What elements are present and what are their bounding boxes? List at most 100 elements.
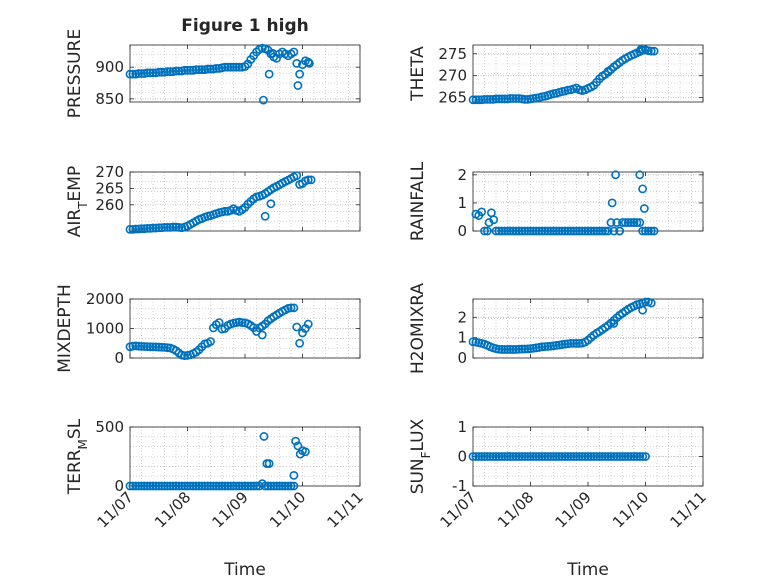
data-point — [609, 319, 619, 328]
y-axis-label: TERRMSL — [65, 418, 90, 495]
data-point — [551, 226, 561, 236]
data-point — [145, 68, 155, 78]
data-point — [183, 481, 192, 491]
data-point — [505, 94, 515, 103]
data-point — [258, 95, 268, 105]
data-point — [597, 226, 607, 236]
data-point — [580, 452, 590, 461]
data-point — [540, 342, 550, 352]
data-point — [528, 226, 538, 236]
data-point — [543, 342, 553, 351]
data-point — [165, 67, 175, 76]
data-point — [303, 175, 313, 185]
data-point — [137, 341, 146, 351]
data-point — [526, 226, 535, 236]
data-point — [191, 481, 201, 491]
data-point — [234, 481, 244, 491]
data-point — [606, 452, 616, 461]
data-point — [295, 338, 305, 348]
data-point — [494, 452, 504, 461]
data-point — [517, 344, 527, 354]
y-axis-label: AIRTEMP — [65, 166, 90, 237]
data-point — [183, 65, 192, 75]
data-point — [480, 226, 489, 236]
data-point — [151, 342, 161, 352]
data-point — [531, 452, 541, 461]
data-series — [125, 432, 310, 491]
data-point — [157, 481, 167, 491]
data-point — [635, 170, 645, 180]
data-point — [260, 211, 270, 221]
data-point — [626, 452, 636, 461]
data-point — [583, 452, 593, 461]
y-label-part: LUX — [408, 418, 428, 451]
data-point — [514, 226, 524, 236]
data-point — [551, 452, 561, 461]
x-tick-label: 11/08 — [494, 488, 537, 531]
data-point — [500, 452, 510, 461]
data-point — [618, 452, 627, 461]
data-point — [142, 342, 152, 352]
data-point — [131, 481, 141, 491]
data-point — [546, 226, 556, 236]
data-point — [611, 170, 620, 180]
data-point — [597, 452, 607, 461]
data-point — [600, 452, 610, 461]
data-point — [291, 436, 300, 446]
data-point — [485, 452, 495, 461]
data-point — [220, 206, 230, 216]
data-point — [188, 481, 198, 491]
data-point — [595, 226, 604, 236]
data-point — [180, 65, 190, 75]
data-point — [229, 481, 238, 491]
data-point — [191, 65, 201, 75]
data-point — [139, 481, 149, 491]
data-point — [508, 345, 518, 354]
data-point — [543, 226, 553, 236]
data-point — [148, 68, 158, 78]
data-point — [635, 218, 645, 227]
data-point — [128, 69, 138, 79]
data-point — [511, 226, 521, 236]
data-point — [229, 62, 238, 72]
data-point — [540, 452, 550, 461]
data-point — [629, 218, 639, 227]
data-point — [125, 224, 135, 234]
y-tick-label: 900 — [95, 58, 124, 76]
y-tick-label: 2000 — [86, 290, 124, 308]
data-point — [482, 452, 492, 461]
data-point — [289, 470, 299, 480]
data-point — [580, 226, 590, 236]
data-point — [566, 226, 576, 236]
subplot-pressure: 850 900 PRESSURE Figure 1 high — [65, 16, 361, 118]
subplot-theta: 265 270 275 THETA — [408, 44, 704, 107]
y-tick-label: 265 — [95, 179, 124, 197]
data-point — [505, 226, 515, 236]
data-point — [293, 81, 303, 90]
data-point — [563, 452, 573, 461]
data-point — [197, 481, 207, 491]
data-point — [517, 226, 527, 236]
data-point — [505, 345, 515, 354]
data-point — [477, 207, 487, 217]
data-point — [503, 345, 512, 354]
y-tick-label: -1 — [452, 477, 467, 495]
data-point — [517, 452, 527, 461]
data-point — [563, 226, 573, 236]
data-point — [531, 226, 541, 236]
data-point — [497, 94, 507, 104]
data-point — [500, 94, 510, 104]
data-point — [174, 66, 184, 76]
data-point — [300, 447, 310, 457]
data-point — [537, 226, 547, 236]
x-tick-label: 11/10 — [609, 488, 652, 531]
data-point — [171, 66, 181, 76]
data-point — [264, 459, 274, 468]
data-point — [603, 226, 613, 236]
y-tick-label: 265 — [438, 89, 467, 107]
subplot-h2omixra: 0 1 2 H2OMIXRA — [408, 283, 704, 374]
data-point — [226, 481, 236, 491]
y-label-part: THETA — [408, 46, 428, 102]
